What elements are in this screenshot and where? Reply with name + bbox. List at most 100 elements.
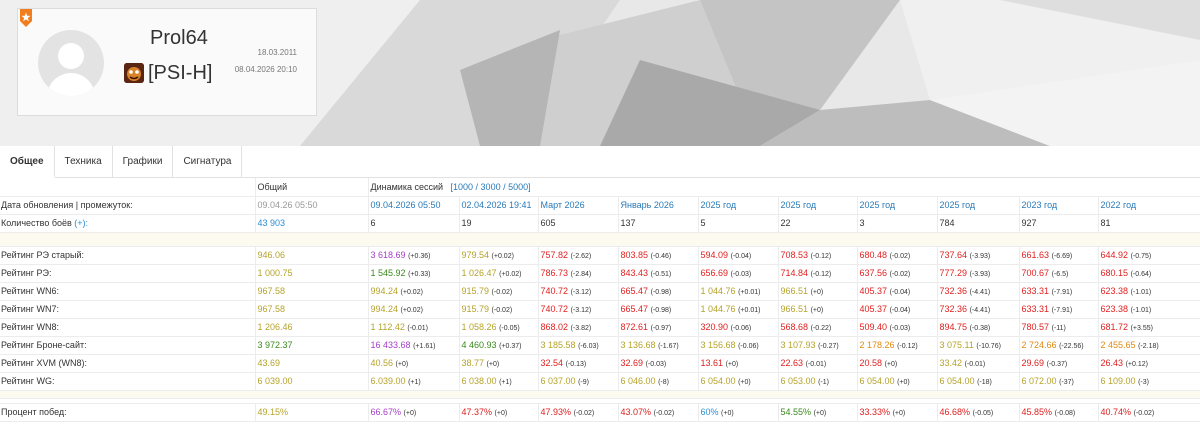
general-value-cell: 967.58 bbox=[255, 282, 369, 301]
cell-value: 405.37 bbox=[859, 286, 888, 296]
cell-value: 38.77 bbox=[461, 358, 485, 368]
session-value-cell: 732.36 (-4.41) bbox=[937, 282, 1020, 301]
column-header[interactable]: 2025 год bbox=[857, 196, 938, 215]
session-value-cell: 6 054.00 (+0) bbox=[857, 372, 938, 391]
cell-value: 32.69 bbox=[620, 358, 644, 368]
cell-value: 680.15 bbox=[1100, 268, 1129, 278]
cell-delta: (-1.67) bbox=[658, 343, 679, 350]
row-label: Рейтинг XVM (WN8): bbox=[0, 354, 256, 373]
session-value-cell: 4 460.93 (+0.37) bbox=[459, 336, 539, 355]
cell-value: 872.61 bbox=[620, 322, 649, 332]
cell-value: 868.02 bbox=[540, 322, 569, 332]
battles-cell: 605 bbox=[538, 214, 619, 233]
cell-delta: (-0.06) bbox=[738, 343, 759, 350]
session-value-cell: 405.37 (-0.04) bbox=[857, 282, 938, 301]
session-value-cell: 568.68 (-0.22) bbox=[778, 318, 858, 337]
column-header[interactable]: 02.04.2026 19:41 bbox=[459, 196, 539, 215]
session-value-cell: 3 075.11 (-10.76) bbox=[937, 336, 1020, 355]
cell-value: 633.31 bbox=[1021, 304, 1050, 314]
cell-value: 966.51 bbox=[780, 286, 809, 296]
column-header[interactable]: 2023 год bbox=[1019, 196, 1099, 215]
cell-value: 33.33% bbox=[859, 407, 891, 417]
cell-value: 22.63 bbox=[780, 358, 804, 368]
cell-delta: (-1.01) bbox=[1130, 307, 1152, 314]
update-label: Дата обновления | промежуток: bbox=[0, 196, 256, 215]
battles-plus-link[interactable]: (+): bbox=[74, 218, 89, 228]
tab-charts[interactable]: Графики bbox=[113, 146, 174, 178]
dynamics-intervals-link[interactable]: [1000 / 3000 / 5000] bbox=[450, 181, 531, 192]
cell-value: 780.57 bbox=[1021, 322, 1050, 332]
cell-value: 786.73 bbox=[540, 268, 569, 278]
cell-value: 405.37 bbox=[859, 304, 888, 314]
session-value-cell: 979.54 (+0.02) bbox=[459, 246, 539, 265]
cell-value: 32.54 bbox=[540, 358, 564, 368]
profile-banner: Prol64 [PSI-H] 18.03.2011 08.04.2026 20:… bbox=[0, 0, 1200, 146]
cell-delta: (-0.97) bbox=[650, 325, 672, 332]
clan-tag[interactable]: [PSI-H] bbox=[148, 62, 213, 84]
column-header[interactable]: 2025 год bbox=[698, 196, 779, 215]
cell-value: 60% bbox=[700, 407, 719, 417]
winrate-row: Процент побед: 49.15% 66.67% (+0) 47.37% (+… bbox=[0, 403, 1200, 422]
cell-delta: (-0.12) bbox=[897, 343, 918, 350]
session-value-cell: 6 054.00 (-18) bbox=[937, 372, 1020, 391]
session-value-cell: 1 044.76 (+0.01) bbox=[698, 300, 779, 319]
cell-value: 1 112.42 bbox=[370, 322, 405, 332]
cell-value: 1 000.75 bbox=[257, 268, 293, 278]
tab-general[interactable]: Общее bbox=[0, 146, 55, 178]
general-value-cell: 49.15% bbox=[255, 403, 369, 422]
cell-delta: (+0) bbox=[897, 379, 910, 386]
session-value-cell: 915.79 (-0.02) bbox=[459, 282, 539, 301]
cell-value: 1 545.92 bbox=[370, 268, 406, 278]
cell-delta: (-37) bbox=[1059, 379, 1074, 386]
cell-delta: (-3.12) bbox=[570, 307, 592, 314]
tab-signature[interactable]: Сигнатура bbox=[173, 146, 243, 178]
column-header[interactable]: 2025 год bbox=[778, 196, 858, 215]
row-label: Рейтинг РЭ старый: bbox=[0, 246, 256, 265]
section-divider bbox=[0, 390, 1200, 399]
cell-delta: (-0.02) bbox=[573, 410, 595, 417]
column-header[interactable]: Март 2026 bbox=[538, 196, 619, 215]
session-value-cell: 6 038.00 (+1) bbox=[459, 372, 539, 391]
cell-delta: (-0.13) bbox=[565, 361, 587, 368]
cell-value: 320.90 bbox=[700, 322, 729, 332]
cell-delta: (-0.12) bbox=[810, 253, 832, 260]
general-value-cell: 1 206.46 bbox=[255, 318, 369, 337]
cell-delta: (-8) bbox=[658, 379, 669, 386]
section-divider bbox=[0, 232, 1200, 247]
session-value-cell: 623.38 (-1.01) bbox=[1098, 282, 1200, 301]
session-value-cell: 1 545.92 (+0.33) bbox=[368, 264, 460, 283]
session-value-cell: 47.93% (-0.02) bbox=[538, 403, 619, 422]
session-value-cell: 700.67 (-6.5) bbox=[1019, 264, 1099, 283]
cell-value: 45.85% bbox=[1021, 407, 1053, 417]
session-value-cell: 6 072.00 (-37) bbox=[1019, 372, 1099, 391]
dynamics-header: Динамика сессий bbox=[370, 181, 444, 192]
cell-delta: (-0.03) bbox=[730, 271, 752, 278]
session-value-cell: 3 185.58 (-6.03) bbox=[538, 336, 619, 355]
rating-row: Рейтинг WN8: 1 206.46 1 112.42 (-0.01) 1 05… bbox=[0, 318, 1200, 337]
column-header[interactable]: 09.04.2026 05:50 bbox=[368, 196, 460, 215]
battles-general: 43 903 bbox=[255, 214, 369, 233]
cell-value: 6.039.00 bbox=[370, 376, 406, 386]
row-label: Рейтинг РЭ: bbox=[0, 264, 256, 283]
clan-emblem-icon[interactable] bbox=[124, 63, 144, 83]
column-header[interactable]: 2022 год bbox=[1098, 196, 1200, 215]
column-header[interactable]: Январь 2026 bbox=[618, 196, 699, 215]
cell-delta: (-1) bbox=[818, 379, 829, 386]
cell-value: 13.61 bbox=[700, 358, 724, 368]
cell-value: 777.29 bbox=[939, 268, 968, 278]
cell-value: 915.79 bbox=[461, 286, 490, 296]
cell-value: 740.72 bbox=[540, 286, 569, 296]
cell-delta: (-4.41) bbox=[969, 289, 991, 296]
general-header: Общий bbox=[255, 178, 369, 197]
tab-vehicles[interactable]: Техника bbox=[55, 146, 113, 178]
cell-delta: (+0.02) bbox=[491, 253, 514, 260]
column-header[interactable]: 2025 год bbox=[937, 196, 1020, 215]
cell-value: 994.24 bbox=[370, 286, 399, 296]
cell-delta: (+0) bbox=[892, 410, 906, 417]
general-value-cell: 6 039.00 bbox=[255, 372, 369, 391]
cell-value: 46.68% bbox=[939, 407, 971, 417]
cell-value: 20.58 bbox=[859, 358, 883, 368]
session-value-cell: 594.09 (-0.04) bbox=[698, 246, 779, 265]
cell-delta: (+0.12) bbox=[1125, 361, 1148, 368]
cell-delta: (+3.55) bbox=[1130, 325, 1153, 332]
